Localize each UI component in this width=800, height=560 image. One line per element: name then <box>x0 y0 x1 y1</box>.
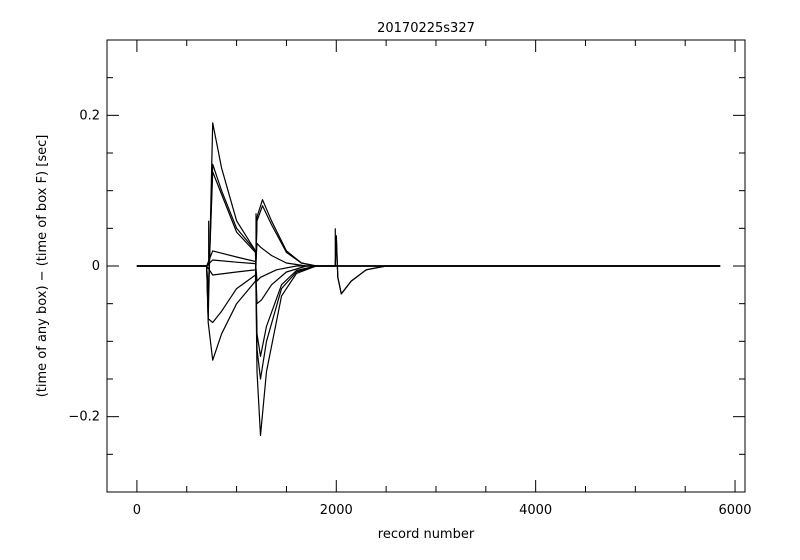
series-line-2 <box>136 163 721 380</box>
y-tick-label: −0.2 <box>68 410 100 425</box>
x-tick-label: 6000 <box>718 503 751 518</box>
series-line-6 <box>136 242 721 276</box>
tick-labels: 0 2000 4000 6000 −0.2 0 0.2 <box>68 108 751 518</box>
series-line-5 <box>136 205 721 324</box>
series-line-8 <box>136 250 721 282</box>
chart-title: 20170225s327 <box>377 21 475 36</box>
x-axis-label: record number <box>378 527 475 542</box>
axis-ticks <box>107 39 745 492</box>
data-series <box>136 122 721 437</box>
y-tick-label: 0.2 <box>79 108 100 123</box>
x-tick-label: 0 <box>133 503 141 518</box>
x-tick-label: 4000 <box>519 503 552 518</box>
y-axis-label: (time of any box) − (time of box F) [sec… <box>35 135 50 398</box>
series-line-4 <box>136 199 721 361</box>
series-line-3 <box>136 171 721 357</box>
series-line-7 <box>136 259 721 305</box>
x-tick-label: 2000 <box>320 503 353 518</box>
series-line-1 <box>136 122 721 437</box>
y-tick-label: 0 <box>92 259 100 274</box>
